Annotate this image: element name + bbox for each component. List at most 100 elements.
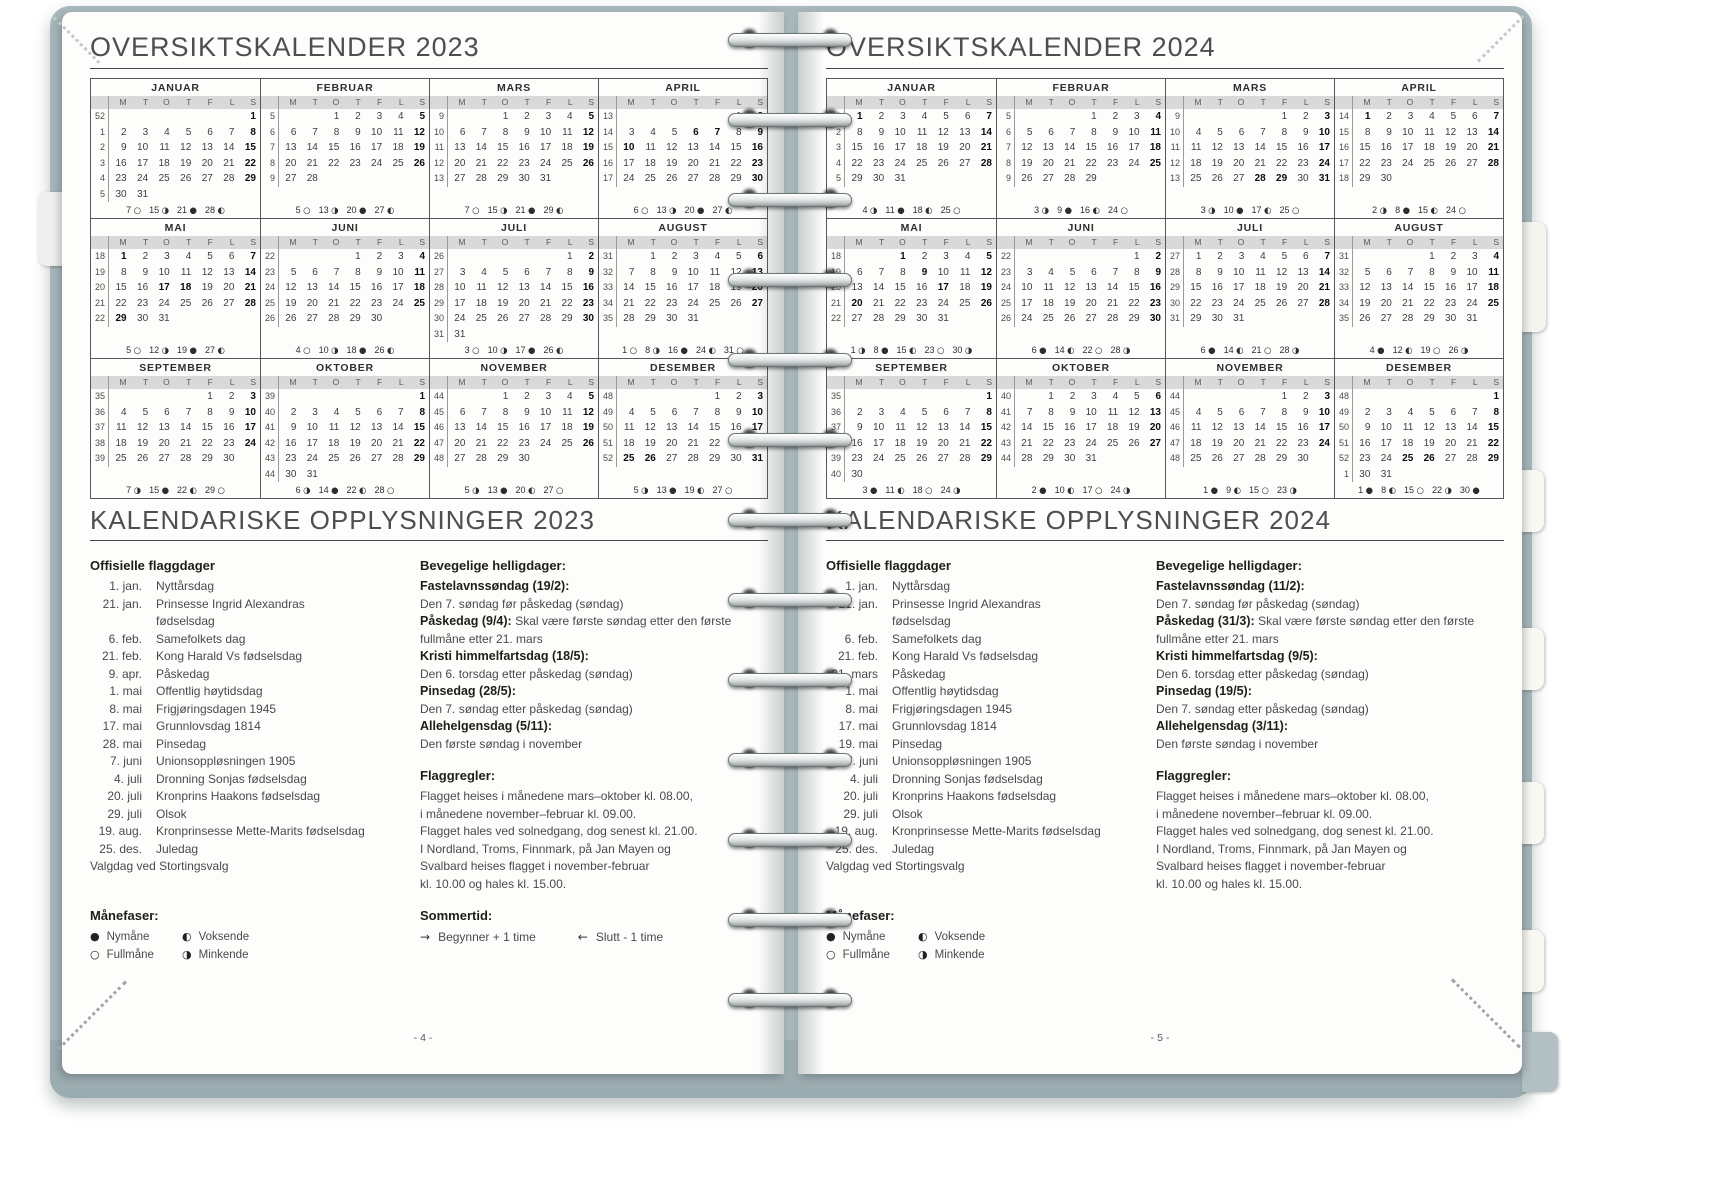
moon-phase-icon: ○ xyxy=(1120,206,1128,216)
day-cell: 27 xyxy=(1042,173,1054,184)
day-cell: 31 xyxy=(937,313,949,324)
day-cell: 22 xyxy=(851,157,863,169)
moon-phase-icon: ○ xyxy=(555,486,564,496)
moon-legend-label: Nymåne xyxy=(842,930,886,943)
moon-legend-label: Fullmåne xyxy=(106,948,154,961)
day-cell: 26 xyxy=(413,157,425,169)
day-cell xyxy=(238,187,260,203)
moon-entry: 19 ◐ xyxy=(684,485,705,496)
weekday-label: S xyxy=(419,377,425,387)
moon-entry: 3 ○ xyxy=(465,345,480,356)
day-cell: 15 xyxy=(201,422,213,433)
weekday-corner xyxy=(261,236,279,249)
week-number: 48 xyxy=(599,389,617,405)
day-cell: 18 xyxy=(623,437,635,449)
moon-day: 19 xyxy=(684,485,698,495)
spiral-coil xyxy=(728,589,852,608)
moon-phase-row: 1 ◑ 8 ● 15 ◐ 23 ○ 30 ◑ xyxy=(827,342,996,358)
week-number: 45 xyxy=(1166,404,1184,420)
month-september: SEPTEMBER M T O T F L S 35 1 2 3 36 4 5 6 7 8 9 10 37 11 12 13 1… xyxy=(91,359,260,498)
day-cell: 4 xyxy=(650,126,656,138)
moon-phase-icon: ◑ xyxy=(500,206,508,216)
day-cell: 31 xyxy=(1233,313,1245,324)
day-cell xyxy=(448,389,469,405)
coil-bar xyxy=(728,273,852,287)
day-cell: 24 xyxy=(1085,437,1097,449)
weeks-area: 27 1 2 3 4 5 6 7 28 8 9 10 11 12 13 14 29 15 16 17 18 19 20 21 3… xyxy=(1166,249,1334,342)
day-cell: 10 xyxy=(454,282,466,293)
day-cell: 5 xyxy=(986,251,992,262)
weekday-label: M xyxy=(855,377,863,387)
moon-legend-item: ◑ Minkende xyxy=(182,946,302,964)
day-cell: 4 xyxy=(900,406,906,418)
day-cell: 7 xyxy=(185,406,192,418)
day-cell: 16 xyxy=(1211,282,1223,293)
day-cell: 4 xyxy=(1048,266,1054,278)
day-cell: 5 xyxy=(207,251,213,262)
moon-phase-icon: ◑ xyxy=(472,486,480,496)
day-cell: 23 xyxy=(1064,437,1076,449)
week-row: 49 2 3 4 5 6 7 8 xyxy=(1335,404,1503,420)
moon-phase-icon: ● xyxy=(1365,486,1374,496)
movable-holiday-name: Fastelavnssøndag (19/2): xyxy=(420,579,570,593)
week-number: 5 xyxy=(827,171,845,187)
day-cell: 3 xyxy=(142,126,149,138)
day-cell: 15 xyxy=(497,422,509,433)
page-title: OVERSIKTSKALENDER 2024 xyxy=(826,32,1216,62)
weekday-label: O xyxy=(163,97,170,107)
day-cell: 1 xyxy=(986,391,992,402)
day-cell: 10 xyxy=(687,266,699,278)
day-cell: 3 xyxy=(312,406,318,418)
weekday-label: L xyxy=(229,97,235,107)
moon-phase-icon: ● xyxy=(331,486,339,496)
moon-entry: 24 ○ xyxy=(1108,205,1128,216)
moon-phase-legend: ● Nymåne ◐ Voksende ○ Fullmåne ◑ Minkende xyxy=(826,928,1156,964)
weekday-corner xyxy=(261,96,279,109)
day-cell: 15 xyxy=(1085,142,1097,153)
day-cell: 22 xyxy=(894,297,906,309)
moon-entry: 2 ◑ xyxy=(1372,205,1387,216)
weekday-label: M xyxy=(1363,237,1371,247)
moon-day: 24 xyxy=(940,485,954,495)
moon-day: 14 xyxy=(318,485,332,495)
day-cell: 4 xyxy=(1112,391,1119,402)
day-cell xyxy=(195,311,217,327)
week-number: 13 xyxy=(430,171,448,187)
day-cell: 3 xyxy=(1407,111,1414,122)
week-number: 25 xyxy=(997,295,1015,311)
moon-phase-icon: ○ xyxy=(936,346,945,356)
day-cell: 4 xyxy=(1493,251,1499,262)
day-cell xyxy=(555,327,576,343)
weekday-label: M xyxy=(119,237,127,247)
week-row: 41 7 8 9 10 11 12 13 xyxy=(997,404,1165,420)
moon-entry: 21 ● xyxy=(516,205,536,216)
day-cell: 13 xyxy=(959,126,971,138)
moon-phase-icon: ◑ xyxy=(1444,486,1452,496)
day-cell: 19 xyxy=(1276,282,1288,293)
weekday-label: S xyxy=(588,377,594,387)
moon-day: 3 xyxy=(1200,205,1209,215)
week-number: 15 xyxy=(599,140,617,156)
weeks-area: 39 1 40 2 3 4 5 6 7 8 41 9 10 11 12 13 14 15 42 16 17 18 19 20 2… xyxy=(261,389,429,482)
moon-entry: 28 ◑ xyxy=(1279,345,1299,356)
moon-day: 25 xyxy=(940,205,954,215)
weekday-label: T xyxy=(878,97,885,107)
day-cell: 28 xyxy=(1487,157,1499,169)
week-row: 44 30 31 xyxy=(261,466,429,482)
flag-day-text: Påskedag xyxy=(156,666,210,681)
day-cell: 26 xyxy=(916,453,928,464)
day-cell: 15 xyxy=(497,142,509,153)
day-cell: 20 xyxy=(1297,282,1309,293)
day-cell: 11 xyxy=(1255,266,1266,278)
day-cell: 8 xyxy=(419,406,425,418)
weekday-label: T xyxy=(1217,377,1223,387)
weekday-label: O xyxy=(332,237,340,247)
day-cell: 1 xyxy=(1048,391,1054,402)
day-cell: 24 xyxy=(873,453,885,464)
day-cell: 8 xyxy=(1134,266,1140,278)
moon-entry: 15 ● xyxy=(149,485,169,496)
